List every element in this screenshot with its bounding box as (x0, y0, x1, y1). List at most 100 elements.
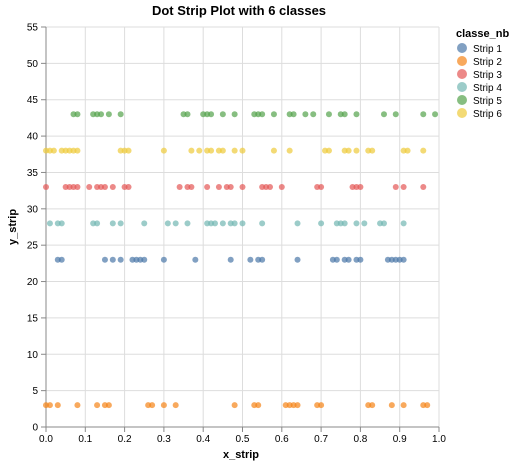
y-tick-label: 40 (27, 132, 39, 143)
data-point-strip-6 (74, 147, 81, 154)
data-point-strip-1 (400, 256, 407, 263)
data-point-strip-6 (239, 147, 246, 154)
data-point-strip-1 (192, 256, 199, 263)
data-point-strip-1 (160, 256, 167, 263)
legend-swatch (457, 56, 467, 66)
data-point-strip-6 (160, 147, 167, 154)
y-tick-label: 35 (27, 168, 39, 179)
data-point-strip-6 (208, 147, 215, 154)
x-tick-label: 0.2 (118, 434, 132, 445)
data-point-strip-4 (231, 220, 238, 227)
data-point-strip-6 (270, 147, 277, 154)
data-point-strip-1 (247, 256, 254, 263)
data-point-strip-3 (125, 184, 132, 190)
data-point-strip-3 (392, 184, 399, 190)
x-axis-title: x_strip (223, 449, 259, 461)
data-point-strip-4 (117, 220, 124, 227)
data-point-strip-4 (58, 220, 65, 227)
data-point-strip-1 (357, 256, 364, 263)
data-point-strip-2 (160, 402, 167, 409)
legend-swatch (457, 95, 467, 105)
data-point-strip-4 (400, 220, 407, 227)
y-tick-label: 5 (32, 386, 38, 397)
x-tick-label: 0.4 (196, 434, 210, 445)
axes: 0.0 0.1 0.2 0.3 0.4 0.5 0.6 0.7 0.8 0.9 1.0 0 5 10 15 2… (27, 23, 447, 446)
data-point-strip-4 (211, 220, 218, 227)
data-point-strip-1 (141, 256, 148, 263)
legend-label: Strip 1 (473, 44, 502, 55)
data-point-strip-2 (424, 402, 431, 409)
data-point-strip-2 (318, 402, 325, 409)
legend-label: Strip 5 (473, 96, 502, 107)
data-point-strip-4 (353, 220, 360, 227)
data-point-strip-5 (219, 111, 226, 118)
data-point-strip-2 (172, 402, 179, 409)
data-point-strip-6 (286, 147, 293, 154)
data-point-strip-3 (74, 184, 81, 190)
y-axis-title: y_strip (7, 209, 19, 245)
data-point-strip-3 (204, 184, 211, 190)
data-point-strip-3 (239, 184, 246, 190)
data-point-strip-5 (117, 111, 124, 118)
data-point-strip-5 (420, 111, 427, 118)
x-tick-label: 0.1 (78, 434, 92, 445)
data-point-strip-3 (109, 184, 116, 190)
data-point-strip-2 (388, 402, 395, 409)
data-point-strip-6 (50, 147, 57, 154)
x-tick-label: 1.0 (432, 434, 446, 445)
x-tick-label: 0.6 (275, 434, 289, 445)
data-point-strip-3 (101, 184, 108, 190)
data-point-strip-5 (353, 111, 360, 118)
data-point-strip-5 (302, 111, 309, 118)
x-tick-label: 0.0 (39, 434, 53, 445)
data-point-strip-1 (294, 256, 301, 263)
data-point-strip-3 (227, 184, 234, 190)
data-point-strip-5 (105, 111, 112, 118)
data-point-strip-3 (420, 184, 427, 190)
data-point-strip-6 (353, 147, 360, 154)
data-point-strip-2 (231, 402, 238, 409)
data-point-strip-4 (318, 220, 325, 227)
data-point-strip-6 (125, 147, 132, 154)
data-point-strip-4 (361, 220, 368, 227)
data-point-strip-6 (420, 147, 427, 154)
legend-swatch (457, 43, 467, 53)
x-tick-label: 0.9 (393, 434, 407, 445)
chart-title: Dot Strip Plot with 6 classes (152, 3, 326, 18)
data-point-strip-4 (294, 220, 301, 227)
data-point-strip-2 (149, 402, 156, 409)
data-point-strip-3 (267, 184, 274, 190)
data-point-strip-2 (255, 402, 262, 409)
data-point-strip-1 (101, 256, 108, 263)
data-point-strip-4 (259, 220, 266, 227)
data-point-strip-2 (46, 402, 53, 409)
legend-swatch (457, 69, 467, 79)
legend-swatch (457, 82, 467, 92)
data-point-strip-5 (432, 111, 439, 118)
data-points (43, 111, 439, 409)
data-point-strip-3 (43, 184, 49, 190)
legend-swatch (457, 108, 467, 118)
data-point-strip-5 (231, 111, 238, 118)
legend-label: Strip 3 (473, 70, 502, 81)
data-point-strip-3 (278, 184, 285, 190)
y-tick-label: 20 (27, 277, 39, 288)
legend-label: Strip 2 (473, 57, 502, 68)
y-tick-label: 55 (27, 23, 39, 34)
y-tick-label: 10 (27, 350, 39, 361)
y-tick-label: 25 (27, 241, 39, 252)
y-tick-label: 0 (32, 423, 38, 434)
data-point-strip-5 (208, 111, 215, 118)
data-point-strip-1 (333, 256, 340, 263)
data-point-strip-2 (400, 402, 407, 409)
data-point-strip-4 (46, 220, 53, 227)
data-point-strip-3 (86, 184, 93, 190)
data-point-strip-2 (54, 402, 61, 409)
data-point-strip-5 (380, 111, 387, 118)
data-point-strip-2 (369, 402, 376, 409)
data-point-strip-6 (345, 147, 352, 154)
data-point-strip-5 (259, 111, 266, 118)
data-point-strip-4 (164, 220, 171, 227)
y-tick-label: 30 (27, 204, 39, 215)
